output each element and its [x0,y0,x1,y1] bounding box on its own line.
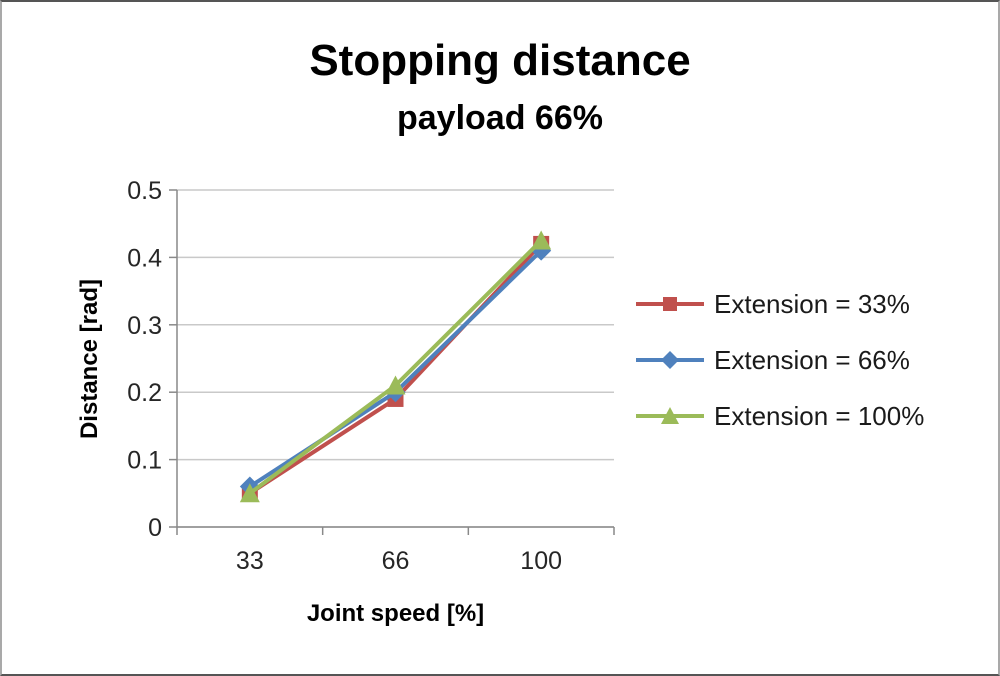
legend-item: Extension = 33% [634,282,924,326]
x-axis-title: Joint speed [%] [306,600,485,627]
legend-label: Extension = 66% [714,344,910,375]
svg-text:0.3: 0.3 [127,312,162,340]
chart-subtitle: payload 66% [397,99,603,137]
legend-line-triangle-icon [636,407,704,424]
svg-text:0.5: 0.5 [127,177,162,205]
svg-text:0.2: 0.2 [127,379,162,407]
legend-label: Extension = 100% [714,400,925,431]
svg-text:33: 33 [236,547,264,575]
legend-label: Extension = 33% [714,288,910,319]
legend: Extension = 33% Extension = 66% Extensio… [634,282,924,438]
svg-text:0: 0 [148,514,162,542]
svg-text:0.4: 0.4 [127,244,162,272]
legend-item: Extension = 66% [634,338,924,382]
legend-line-square-icon [636,297,704,311]
svg-text:0.1: 0.1 [127,447,162,475]
svg-text:100: 100 [520,547,562,575]
svg-text:66: 66 [382,547,410,575]
legend-item: Extension = 100% [634,394,924,438]
legend-line-diamond-icon [636,351,704,369]
chart-title: Stopping distance [309,36,691,85]
